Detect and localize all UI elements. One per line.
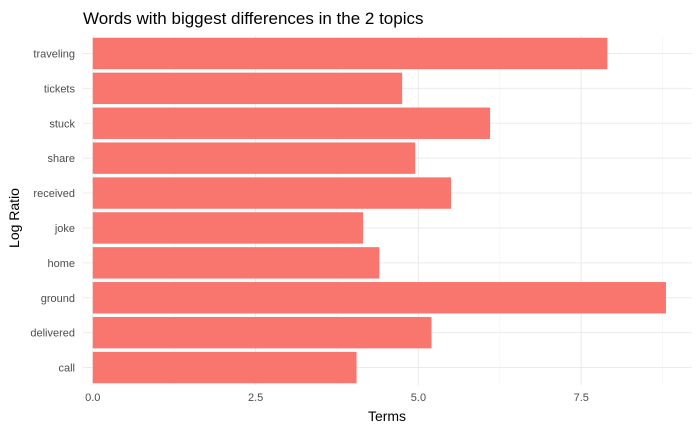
bar-received (92, 177, 452, 209)
y-tick-label: joke (54, 223, 75, 235)
bar-home (92, 247, 380, 279)
y-tick-labels: traveling tickets stuck share received joke ho… (30, 48, 75, 374)
y-tick-label: tickets (44, 83, 76, 95)
bars (92, 37, 666, 384)
x-tick-label: 5.0 (411, 392, 426, 404)
bar-tickets (92, 72, 403, 105)
y-tick-label: call (58, 363, 75, 375)
bar-stuck (92, 107, 491, 139)
y-tick-label: ground (41, 293, 75, 305)
chart-title: Words with biggest differences in the 2 … (83, 9, 424, 28)
y-tick-label: share (47, 153, 75, 165)
y-axis-title: Log Ratio (6, 188, 22, 248)
bar-joke (92, 212, 364, 244)
y-tick-label: traveling (33, 48, 75, 60)
x-tick-labels: 0.0 2.5 5.0 7.5 (85, 392, 589, 404)
bar-call (92, 351, 357, 384)
y-tick-label: delivered (30, 328, 75, 340)
x-tick-label: 2.5 (248, 392, 263, 404)
bar-share (92, 142, 416, 174)
x-axis-title: Terms (368, 408, 406, 424)
y-tick-label: received (33, 188, 75, 200)
y-tick-label: stuck (49, 118, 75, 130)
bar-ground (92, 282, 666, 314)
x-tick-label: 7.5 (574, 392, 589, 404)
y-tick-label: home (47, 258, 75, 270)
bar-traveling (92, 37, 608, 70)
x-tick-label: 0.0 (85, 392, 100, 404)
bar-delivered (92, 316, 432, 349)
